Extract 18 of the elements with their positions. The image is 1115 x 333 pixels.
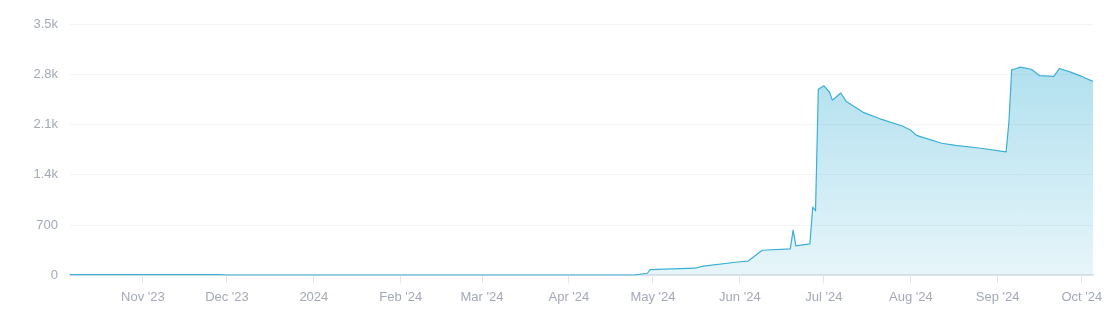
x-tick-label: 2024	[299, 288, 329, 304]
x-tick-label: Aug '24	[888, 288, 933, 304]
x-tick-label: Mar '24	[460, 288, 504, 304]
x-tick-label: May '24	[630, 288, 676, 304]
x-tick-label: Nov '23	[121, 288, 165, 304]
x-tick-label: Dec '23	[205, 288, 249, 304]
x-tick-label: Jun '24	[719, 288, 761, 304]
x-tick-label: Apr '24	[548, 288, 590, 304]
y-tick-label: 3.5k	[33, 15, 59, 31]
y-tick-label: 700	[36, 216, 58, 232]
x-tick-label: Oct '24	[1061, 288, 1103, 304]
y-tick-label: 0	[50, 266, 58, 282]
y-tick-label: 2.8k	[33, 65, 59, 81]
x-tick-label: Jul '24	[805, 288, 843, 304]
x-tick-label: Feb '24	[379, 288, 423, 304]
x-tick-label: Sep '24	[975, 288, 1020, 304]
y-tick-label: 1.4k	[33, 166, 59, 182]
y-tick-label: 2.1k	[33, 116, 59, 132]
